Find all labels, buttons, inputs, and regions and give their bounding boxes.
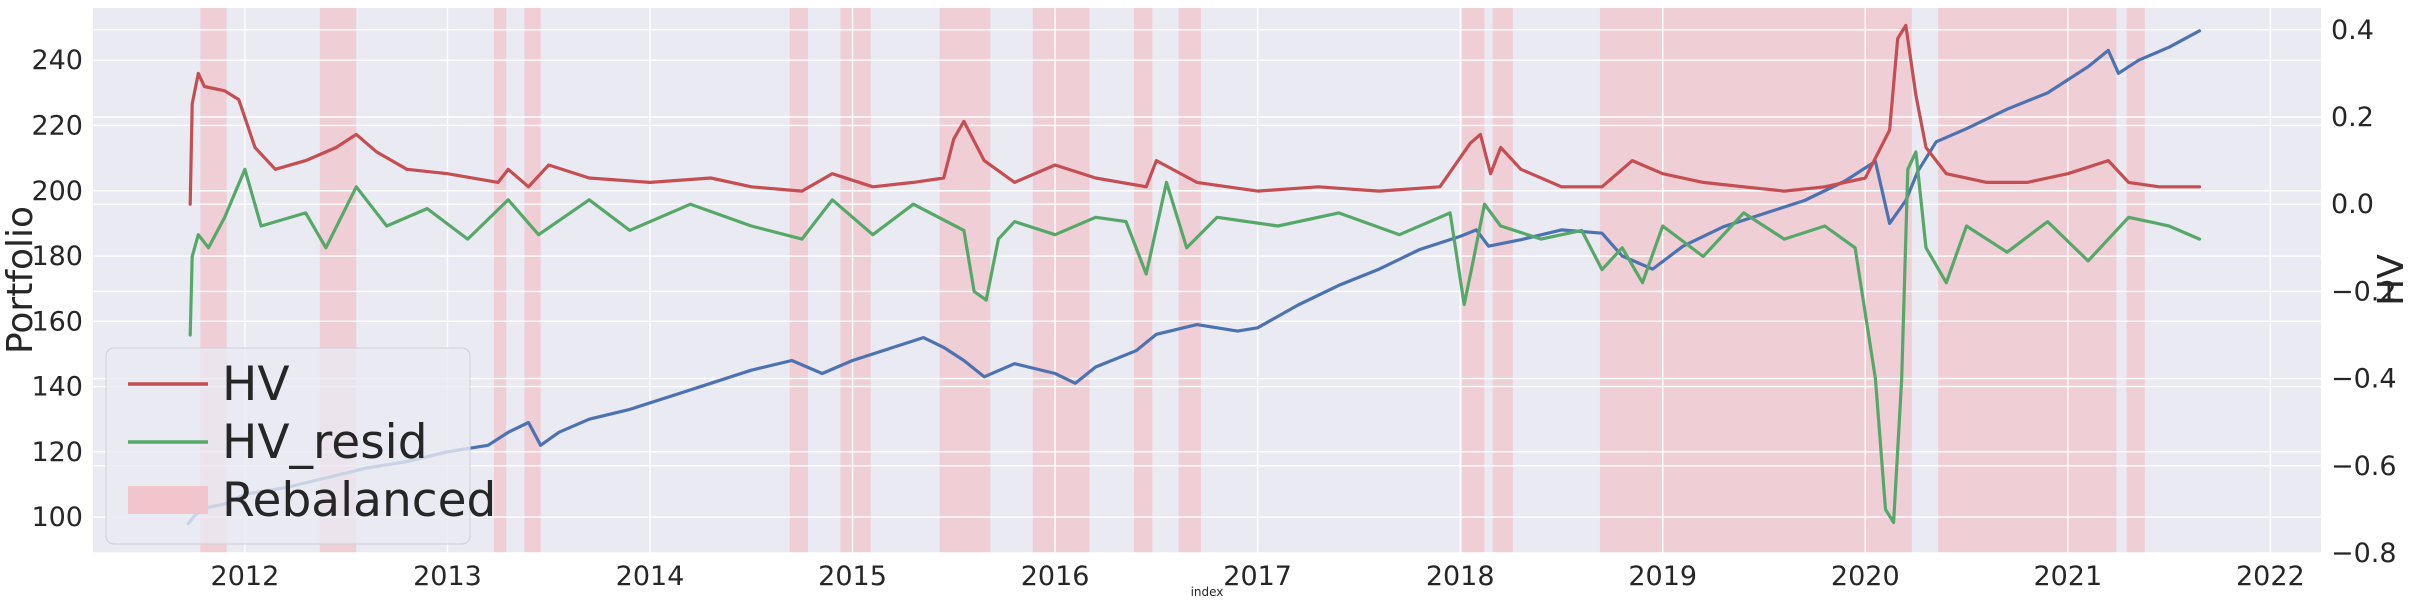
rebalanced-span-9 — [1178, 8, 1201, 553]
right-y-axis-label: HV — [2371, 254, 2412, 306]
x-tick-labels: 2012 2013 2014 2015 2016 2017 2018 2019 2020 2021… — [211, 561, 2305, 592]
x-tick-label-9: 2021 — [2033, 561, 2102, 592]
rebalanced-span-3 — [524, 8, 541, 553]
rebalanced-shading — [200, 8, 2145, 553]
left-y-tick-label-6: 220 — [31, 110, 83, 141]
rebalanced-span-2 — [494, 8, 507, 553]
x-tick-label-5: 2017 — [1223, 561, 1292, 592]
right-y-tick-labels: −0.8 −0.6 −0.4 −0.2 0.0 0.2 0.4 — [2331, 15, 2397, 569]
right-y-tick-label-4: 0.0 — [2331, 189, 2374, 220]
x-tick-label-3: 2015 — [818, 561, 887, 592]
x-tick-label-10: 2022 — [2236, 561, 2305, 592]
left-y-tick-labels: 100 120 140 160 180 200 220 240 — [31, 45, 83, 533]
rebalanced-span-8 — [1134, 8, 1153, 553]
x-tick-label-7: 2019 — [1628, 561, 1697, 592]
left-y-tick-label-7: 240 — [31, 45, 83, 76]
left-y-tick-label-5: 200 — [31, 176, 83, 207]
legend: HV HV_resid Rebalanced — [105, 347, 496, 545]
left-y-tick-label-4: 180 — [31, 241, 83, 272]
x-axis-label: index — [1191, 585, 1224, 599]
x-tick-label-2: 2014 — [616, 561, 685, 592]
right-y-tick-label-3: −0.2 — [2331, 276, 2397, 307]
series-line-hv — [188, 23, 2202, 206]
rebalanced-span-7 — [1032, 8, 1090, 553]
x-tick-label-6: 2018 — [1426, 561, 1495, 592]
rebalanced-span-4 — [789, 8, 808, 553]
legend-swatch-rebalanced — [128, 486, 208, 514]
right-y-tick-label-6: 0.4 — [2331, 15, 2374, 46]
x-tick-label-0: 2012 — [211, 561, 280, 592]
rebalanced-span-14 — [2126, 8, 2145, 553]
left-y-tick-label-1: 120 — [31, 437, 83, 468]
legend-label-hv: HV — [222, 357, 290, 412]
right-y-tick-label-2: −0.4 — [2331, 364, 2397, 395]
right-y-tick-label-1: −0.6 — [2331, 451, 2397, 482]
legend-label-hv-resid: HV_resid — [222, 415, 428, 470]
left-y-tick-label-3: 160 — [31, 306, 83, 337]
x-tick-label-8: 2020 — [1831, 561, 1900, 592]
series-line-portfolio — [186, 29, 2202, 526]
x-tick-label-1: 2013 — [413, 561, 482, 592]
rebalanced-span-13 — [1938, 8, 2117, 553]
right-y-tick-label-0: −0.8 — [2331, 538, 2397, 569]
rebalanced-span-5 — [840, 8, 871, 553]
series-line-hv-resid — [188, 150, 2202, 525]
left-y-axis-label: Portfolio — [0, 206, 41, 354]
legend-label-rebalanced: Rebalanced — [222, 473, 496, 528]
rebalanced-span-10 — [1462, 8, 1485, 553]
rebalanced-span-6 — [939, 8, 991, 553]
x-tick-label-4: 2016 — [1021, 561, 1090, 592]
rebalanced-span-11 — [1492, 8, 1513, 553]
right-y-tick-label-5: 0.2 — [2331, 102, 2374, 133]
left-y-tick-label-2: 140 — [31, 372, 83, 403]
series-lines — [186, 23, 2202, 526]
left-y-tick-label-0: 100 — [31, 502, 83, 533]
